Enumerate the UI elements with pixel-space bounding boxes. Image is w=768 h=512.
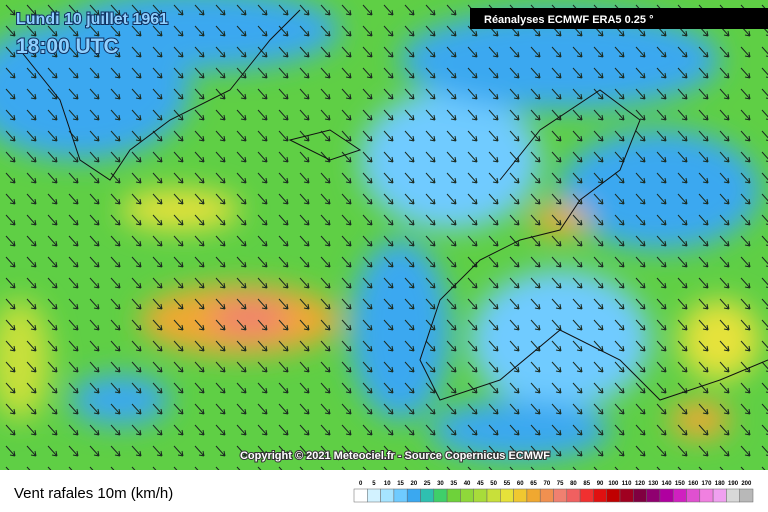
legend-label: 150	[675, 481, 686, 487]
source-box	[470, 8, 768, 29]
legend-label: 40	[464, 481, 471, 487]
legend-label: 5	[372, 481, 376, 487]
legend-label: 70	[544, 481, 551, 487]
legend-swatch	[633, 488, 647, 503]
legend-label: 100	[608, 481, 619, 487]
legend-swatch	[579, 488, 594, 503]
legend-swatch	[593, 488, 607, 503]
legend-label: 160	[688, 481, 699, 487]
legend-swatch	[420, 488, 435, 503]
legend-swatch	[486, 488, 501, 503]
legend-swatch	[672, 488, 687, 503]
legend-swatch	[380, 488, 395, 503]
legend-swatch	[739, 488, 754, 503]
legend-swatch	[460, 488, 474, 503]
legend-label: 25	[424, 481, 431, 487]
legend-label: 170	[701, 481, 712, 487]
time-label: 18:00 UTC	[16, 35, 119, 58]
legend-label: 35	[450, 481, 457, 487]
legend-swatch	[367, 488, 381, 503]
legend-swatch	[446, 488, 461, 503]
legend-swatch	[539, 488, 554, 503]
legend-swatch	[406, 488, 421, 503]
legend-swatch	[433, 488, 448, 503]
legend-swatch	[500, 488, 514, 503]
legend-swatch	[513, 488, 528, 503]
coastline	[419, 89, 768, 401]
coastline	[288, 129, 362, 161]
copyright: Copyright © 2021 Meteociel.fr - Source C…	[240, 450, 550, 462]
legend-swatch	[393, 488, 408, 503]
legend-swatch	[553, 488, 568, 503]
legend-swatch	[619, 488, 634, 503]
legend-label: 50	[490, 481, 497, 487]
legend-swatch	[712, 488, 727, 503]
legend-label: 85	[583, 481, 590, 487]
legend-label: 80	[570, 481, 577, 487]
legend-label: 15	[397, 481, 404, 487]
legend-swatch	[473, 488, 488, 503]
legend-swatch	[646, 488, 661, 503]
legend-label: 120	[635, 481, 646, 487]
legend-label: 75	[557, 481, 564, 487]
legend-label: 140	[662, 481, 673, 487]
legend-label: 60	[517, 481, 524, 487]
legend-swatch	[353, 488, 368, 503]
legend-label: 180	[715, 481, 726, 487]
legend-label: 0	[359, 481, 363, 487]
legend-swatch	[606, 488, 621, 503]
legend-swatch	[686, 488, 701, 503]
legend-label: 30	[437, 481, 444, 487]
date-label: Lundi 10 juillet 1961	[16, 11, 168, 28]
legend-swatch	[726, 488, 740, 503]
legend-label: 190	[728, 481, 739, 487]
source-label: Réanalyses ECMWF ERA5 0.25 °	[484, 14, 653, 26]
legend-swatch	[526, 488, 541, 503]
legend: 0 5 10 15 20 25 30 35 40 45 50 55 60 65 70 75 80 85 90 100 1…	[353, 481, 754, 503]
legend-label: 10	[384, 481, 391, 487]
legend-swatch	[566, 488, 581, 503]
legend-label: 130	[648, 481, 659, 487]
legend-swatch	[659, 488, 674, 503]
legend-swatch	[699, 488, 714, 503]
legend-label: 110	[622, 481, 632, 487]
legend-label: 90	[597, 481, 604, 487]
legend-label: 65	[530, 481, 537, 487]
legend-label: 55	[504, 481, 511, 487]
legend-label: 45	[477, 481, 484, 487]
coastline	[19, 9, 301, 181]
legend-title: Vent rafales 10m (km/h)	[14, 485, 173, 502]
wind-field	[0, 0, 768, 470]
legend-label: 200	[741, 481, 752, 487]
legend-label: 20	[411, 481, 418, 487]
